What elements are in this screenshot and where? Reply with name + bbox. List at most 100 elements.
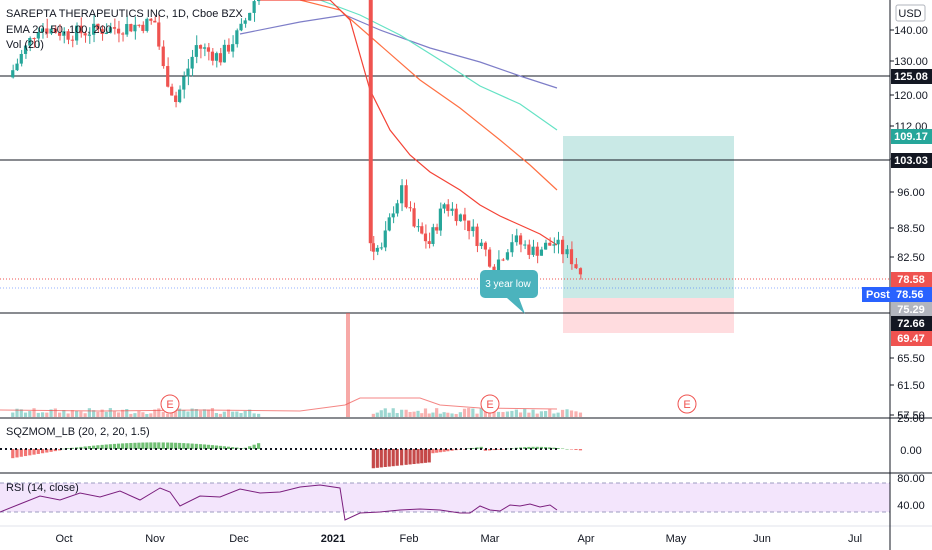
candle[interactable] xyxy=(427,241,431,244)
candle[interactable] xyxy=(420,226,424,234)
candle[interactable] xyxy=(257,0,261,2)
candle[interactable] xyxy=(404,185,408,208)
candle[interactable] xyxy=(383,230,387,248)
candle[interactable] xyxy=(190,56,194,69)
currency-badge[interactable]: USD xyxy=(895,4,926,22)
candle[interactable] xyxy=(226,44,231,52)
earnings-marker[interactable]: E xyxy=(677,394,697,414)
candle[interactable] xyxy=(28,37,32,46)
candle[interactable] xyxy=(578,268,583,275)
candle[interactable] xyxy=(458,214,462,222)
candle[interactable] xyxy=(391,213,395,218)
candle[interactable] xyxy=(565,249,569,255)
candle[interactable] xyxy=(239,23,243,31)
candle[interactable] xyxy=(535,246,539,256)
candle[interactable] xyxy=(23,45,28,54)
candle[interactable] xyxy=(479,242,483,247)
candle[interactable] xyxy=(178,89,182,103)
candle[interactable] xyxy=(231,44,235,52)
stop-zone[interactable] xyxy=(563,298,734,333)
candle[interactable] xyxy=(523,244,527,246)
candle[interactable] xyxy=(471,226,475,232)
candle[interactable] xyxy=(157,22,161,47)
candle[interactable] xyxy=(400,185,404,204)
candle[interactable] xyxy=(235,30,239,45)
candle[interactable] xyxy=(79,25,83,34)
candle[interactable] xyxy=(431,227,435,244)
earnings-marker[interactable]: E xyxy=(480,394,500,414)
candle[interactable] xyxy=(194,45,198,57)
candle[interactable] xyxy=(32,37,36,39)
candle[interactable] xyxy=(11,70,15,78)
candle[interactable] xyxy=(129,24,133,32)
candle[interactable] xyxy=(57,32,62,36)
candle[interactable] xyxy=(112,27,117,29)
candle[interactable] xyxy=(574,264,578,269)
candle-series[interactable] xyxy=(11,0,583,280)
earnings-marker[interactable]: E xyxy=(160,394,180,414)
candle[interactable] xyxy=(218,53,222,63)
price-axis[interactable]: 140.00130.00120.00112.00104.0096.0088.50… xyxy=(890,25,928,512)
candle[interactable] xyxy=(149,18,153,21)
candle[interactable] xyxy=(141,24,145,31)
candle[interactable] xyxy=(543,242,548,250)
candle[interactable] xyxy=(248,12,252,21)
candle[interactable] xyxy=(92,23,96,35)
candle[interactable] xyxy=(518,235,523,245)
candle[interactable] xyxy=(483,242,487,250)
candle[interactable] xyxy=(170,86,174,96)
candle[interactable] xyxy=(496,259,501,274)
candle[interactable] xyxy=(49,28,53,34)
candle[interactable] xyxy=(108,27,112,33)
candle[interactable] xyxy=(539,249,544,256)
candle[interactable] xyxy=(514,235,518,243)
candle[interactable] xyxy=(510,242,514,253)
candle[interactable] xyxy=(19,53,23,64)
candle[interactable] xyxy=(462,214,467,221)
candle[interactable] xyxy=(66,31,70,40)
candle[interactable] xyxy=(214,53,218,61)
candle[interactable] xyxy=(487,249,492,267)
candle[interactable] xyxy=(161,46,165,67)
candle[interactable] xyxy=(475,226,479,247)
candle[interactable] xyxy=(454,208,458,222)
candle[interactable] xyxy=(174,95,178,103)
candle[interactable] xyxy=(446,204,450,211)
candle[interactable] xyxy=(202,47,207,49)
candle[interactable] xyxy=(186,68,190,77)
candle[interactable] xyxy=(243,20,247,24)
candle[interactable] xyxy=(371,243,375,252)
candle[interactable] xyxy=(387,217,391,231)
candle[interactable] xyxy=(442,204,446,209)
candle[interactable] xyxy=(548,242,552,246)
three-year-low-callout[interactable]: 3 year low xyxy=(480,270,538,314)
candle[interactable] xyxy=(412,208,416,227)
candle[interactable] xyxy=(569,249,574,265)
candle[interactable] xyxy=(121,33,125,35)
candle[interactable] xyxy=(153,20,157,23)
candle[interactable] xyxy=(368,0,373,244)
candle[interactable] xyxy=(450,208,454,211)
candle[interactable] xyxy=(252,1,256,13)
candle[interactable] xyxy=(133,24,137,32)
candle[interactable] xyxy=(70,39,74,41)
time-axis[interactable]: Oct Nov Dec 2021 Feb Mar Apr May Jun Jul xyxy=(55,533,862,545)
candle[interactable] xyxy=(408,207,412,209)
candle[interactable] xyxy=(53,28,57,33)
candle[interactable] xyxy=(198,45,203,49)
candle[interactable] xyxy=(182,76,186,90)
candle[interactable] xyxy=(501,259,505,261)
candle[interactable] xyxy=(505,252,510,260)
candle[interactable] xyxy=(116,28,121,34)
candle[interactable] xyxy=(552,244,556,246)
candle[interactable] xyxy=(166,66,170,87)
candle[interactable] xyxy=(137,24,141,26)
candle[interactable] xyxy=(125,24,129,35)
candle[interactable] xyxy=(100,29,104,35)
candle[interactable] xyxy=(222,44,226,63)
candle[interactable] xyxy=(75,25,79,41)
candle[interactable] xyxy=(527,244,531,255)
candle[interactable] xyxy=(556,239,560,245)
candle[interactable] xyxy=(45,28,49,34)
